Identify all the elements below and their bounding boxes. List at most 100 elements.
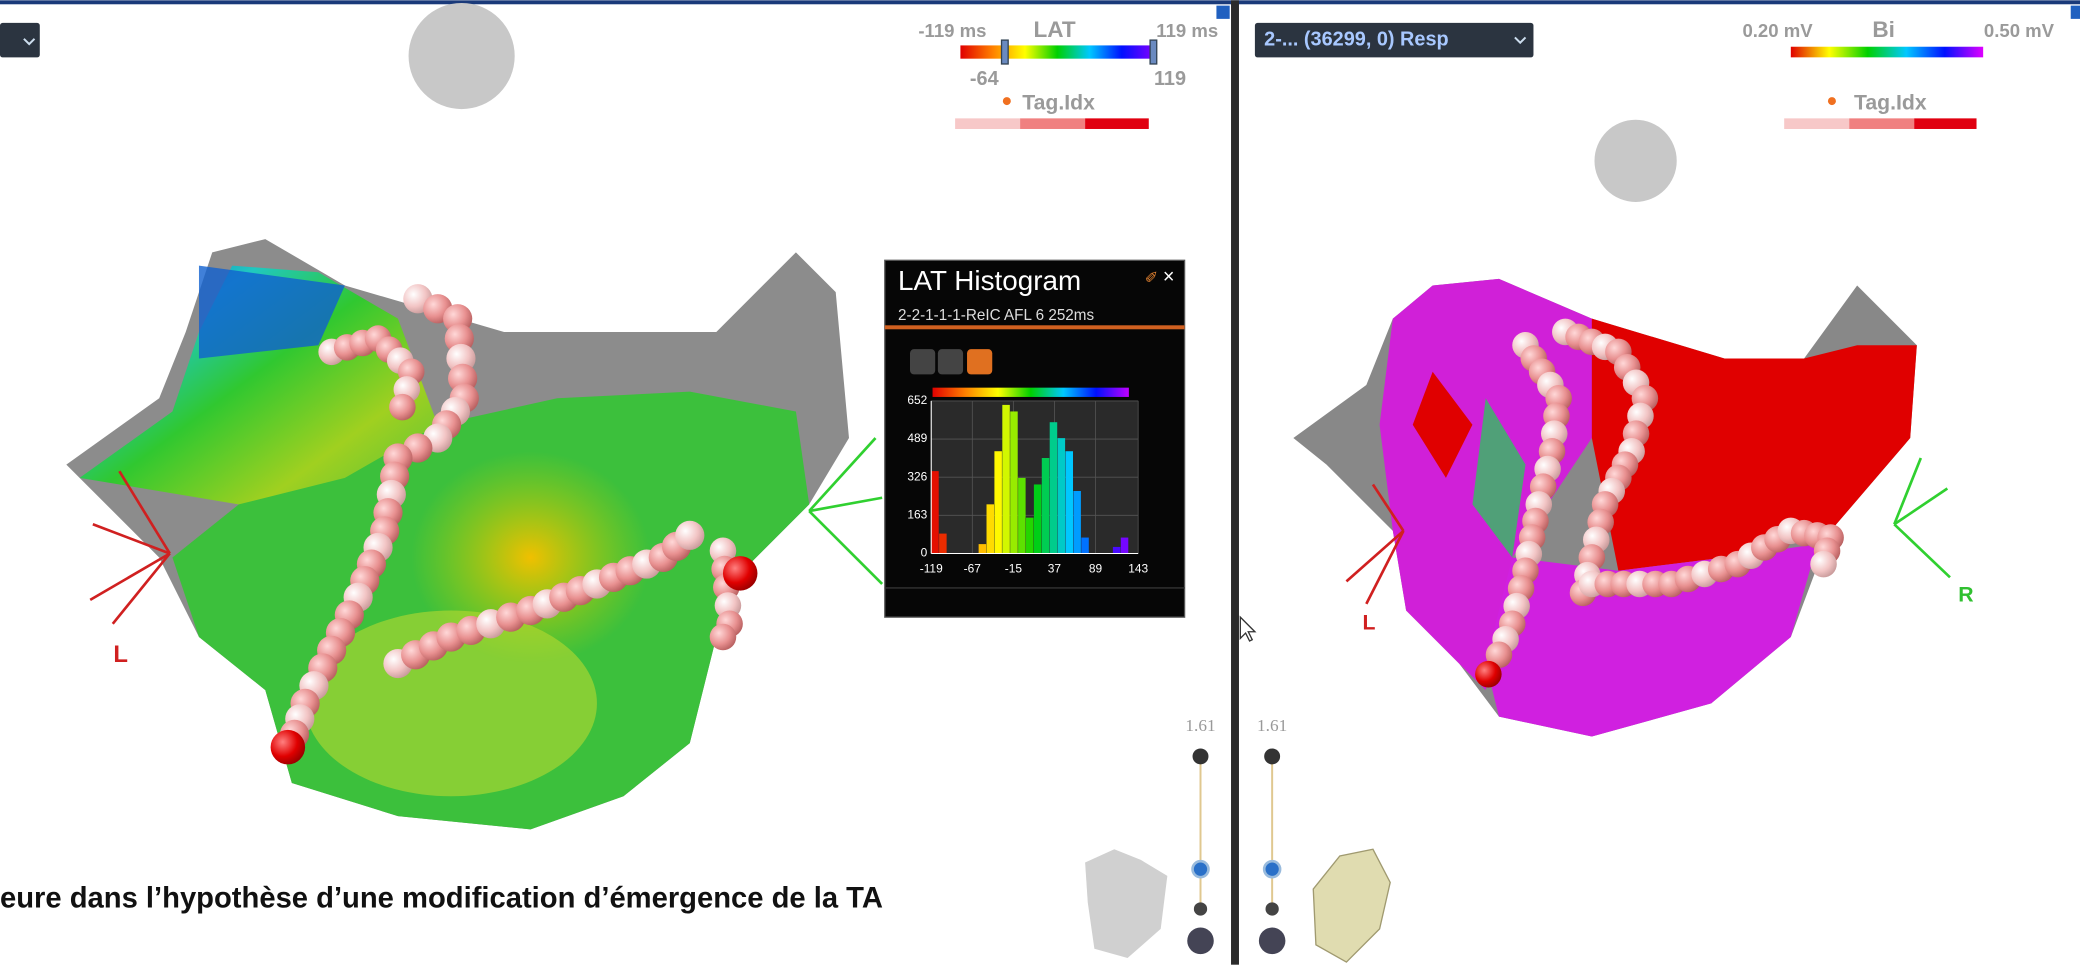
orientation-ball: [1594, 119, 1677, 202]
tag-icon: [1002, 97, 1011, 106]
mode-button[interactable]: [910, 349, 936, 375]
bar: [978, 544, 987, 554]
zoom-value: 1.61: [1185, 716, 1215, 735]
mode-button[interactable]: [967, 349, 993, 375]
axis-label-l: L: [113, 641, 128, 668]
panel-icon[interactable]: [1216, 5, 1230, 19]
mini-heart: [1085, 849, 1168, 959]
catheter-point: [270, 729, 306, 765]
high-marker: 119: [1154, 68, 1186, 90]
catheter-point: [722, 556, 758, 591]
zoom-thumb[interactable]: [1191, 859, 1210, 879]
bar: [1073, 490, 1081, 554]
zoom-thumb[interactable]: [1262, 859, 1282, 879]
hist-colorbar: [932, 387, 1129, 397]
x-tick-label: 89: [1089, 562, 1103, 576]
catheter-points: [1475, 318, 1844, 688]
zoom-in[interactable]: [1192, 748, 1209, 765]
y-tick-label: 652: [907, 393, 927, 407]
zoom-in[interactable]: [1264, 748, 1281, 765]
bar: [1018, 477, 1026, 554]
x-tick-label: -67: [964, 562, 982, 576]
bar: [1026, 517, 1034, 554]
bar: [1049, 422, 1058, 554]
right-axis-marker: [1893, 457, 1951, 579]
x-tick-label: -119: [920, 562, 943, 576]
scale-max: 119 ms: [1156, 20, 1218, 41]
x-tick-label: 37: [1048, 562, 1062, 576]
histogram: 0 163 326 489 652 -119 -67 -15 37 89 143: [907, 393, 1148, 575]
right-panel: 2-... (36299, 0) Resp 0.20 mV Bi 0.50 mV…: [1239, 5, 2080, 963]
tag-label: Tag.Idx: [1022, 91, 1095, 114]
tag-icon: [1827, 97, 1836, 106]
catheter-point: [389, 393, 416, 421]
bar: [1033, 484, 1042, 554]
bar: [1041, 458, 1050, 554]
map-selector[interactable]: [1254, 22, 1534, 58]
window-subtitle: 2-2-1-1-1-ReIC AFL 6 252ms: [898, 307, 1094, 324]
caption: eure dans l’hypothèse d’une modification…: [0, 882, 883, 914]
bar: [994, 451, 1002, 554]
scale-max: 0.50 mV: [1984, 20, 2055, 41]
bar: [1112, 546, 1121, 554]
low-slider[interactable]: [1000, 39, 1009, 65]
y-tick-label: 489: [907, 431, 927, 445]
pin-icon[interactable]: ✐: [1145, 270, 1158, 287]
bar: [1010, 411, 1018, 554]
catheter-point: [1485, 641, 1513, 668]
map-selector-label: 2-... (36299, 0) Resp: [1264, 28, 1448, 50]
tag-bar: [1085, 118, 1149, 129]
tag-label: Tag.Idx: [1854, 91, 1927, 114]
x-tick-label: 143: [1128, 562, 1148, 576]
bar: [1002, 404, 1010, 554]
bar: [939, 533, 947, 554]
tag-bar: [1914, 118, 1977, 129]
high-slider[interactable]: [1149, 39, 1158, 65]
y-tick-label: 326: [907, 469, 927, 483]
zoom-menu[interactable]: [1187, 927, 1214, 955]
catheter-points: [270, 284, 758, 765]
panel-icon[interactable]: [2070, 5, 2080, 19]
catheter-point: [709, 623, 737, 651]
tag-bar: [1020, 118, 1086, 129]
zoom-menu[interactable]: [1258, 927, 1286, 955]
histogram-window: LAT Histogram ✐ × 2-2-1-1-1-ReIC AFL 6 2…: [884, 259, 1186, 618]
zoom-value: 1.61: [1257, 716, 1287, 735]
view-menu-button[interactable]: [0, 22, 40, 58]
scale-min: -119 ms: [918, 20, 986, 41]
bi-colorbar: [1790, 46, 1984, 58]
left-axis-marker: [1345, 483, 1405, 605]
catheter-point: [1810, 550, 1837, 578]
tag-bar: [1849, 118, 1915, 129]
right-heart-map: [1293, 278, 1917, 737]
separator: [884, 325, 1185, 330]
scale-title: LAT: [1034, 17, 1076, 42]
scale-min: 0.20 mV: [1742, 20, 1813, 41]
mouse-cursor: [1239, 615, 1257, 642]
y-tick-label: 0: [921, 546, 928, 560]
y-tick-label: 163: [907, 507, 927, 521]
bar: [1057, 438, 1066, 554]
low-marker: -64: [970, 68, 999, 90]
left-heart-map: [66, 239, 849, 830]
mini-heart: [1312, 848, 1391, 963]
axis-label-r: R: [1958, 584, 1973, 607]
tag-bar: [1784, 118, 1850, 129]
zoom-out[interactable]: [1265, 902, 1279, 916]
catheter-point: [675, 520, 705, 550]
catheter-point: [1475, 660, 1502, 688]
x-tick-label: -15: [1005, 562, 1023, 576]
bar: [1120, 537, 1129, 554]
bar: [1081, 537, 1089, 554]
bar: [1065, 451, 1073, 554]
zoom-out[interactable]: [1193, 902, 1208, 916]
orientation-ball: [408, 2, 515, 110]
right-axis-marker: [808, 437, 884, 585]
dropdown-icon: [23, 38, 36, 46]
window-title: LAT Histogram: [898, 265, 1081, 296]
divider: [1231, 0, 1239, 965]
close-button[interactable]: ×: [1163, 266, 1175, 288]
mode-button[interactable]: [937, 349, 964, 375]
left-panel: -119 ms LAT 119 ms -64 119 Tag.Idx L 1.6…: [0, 2, 1230, 959]
